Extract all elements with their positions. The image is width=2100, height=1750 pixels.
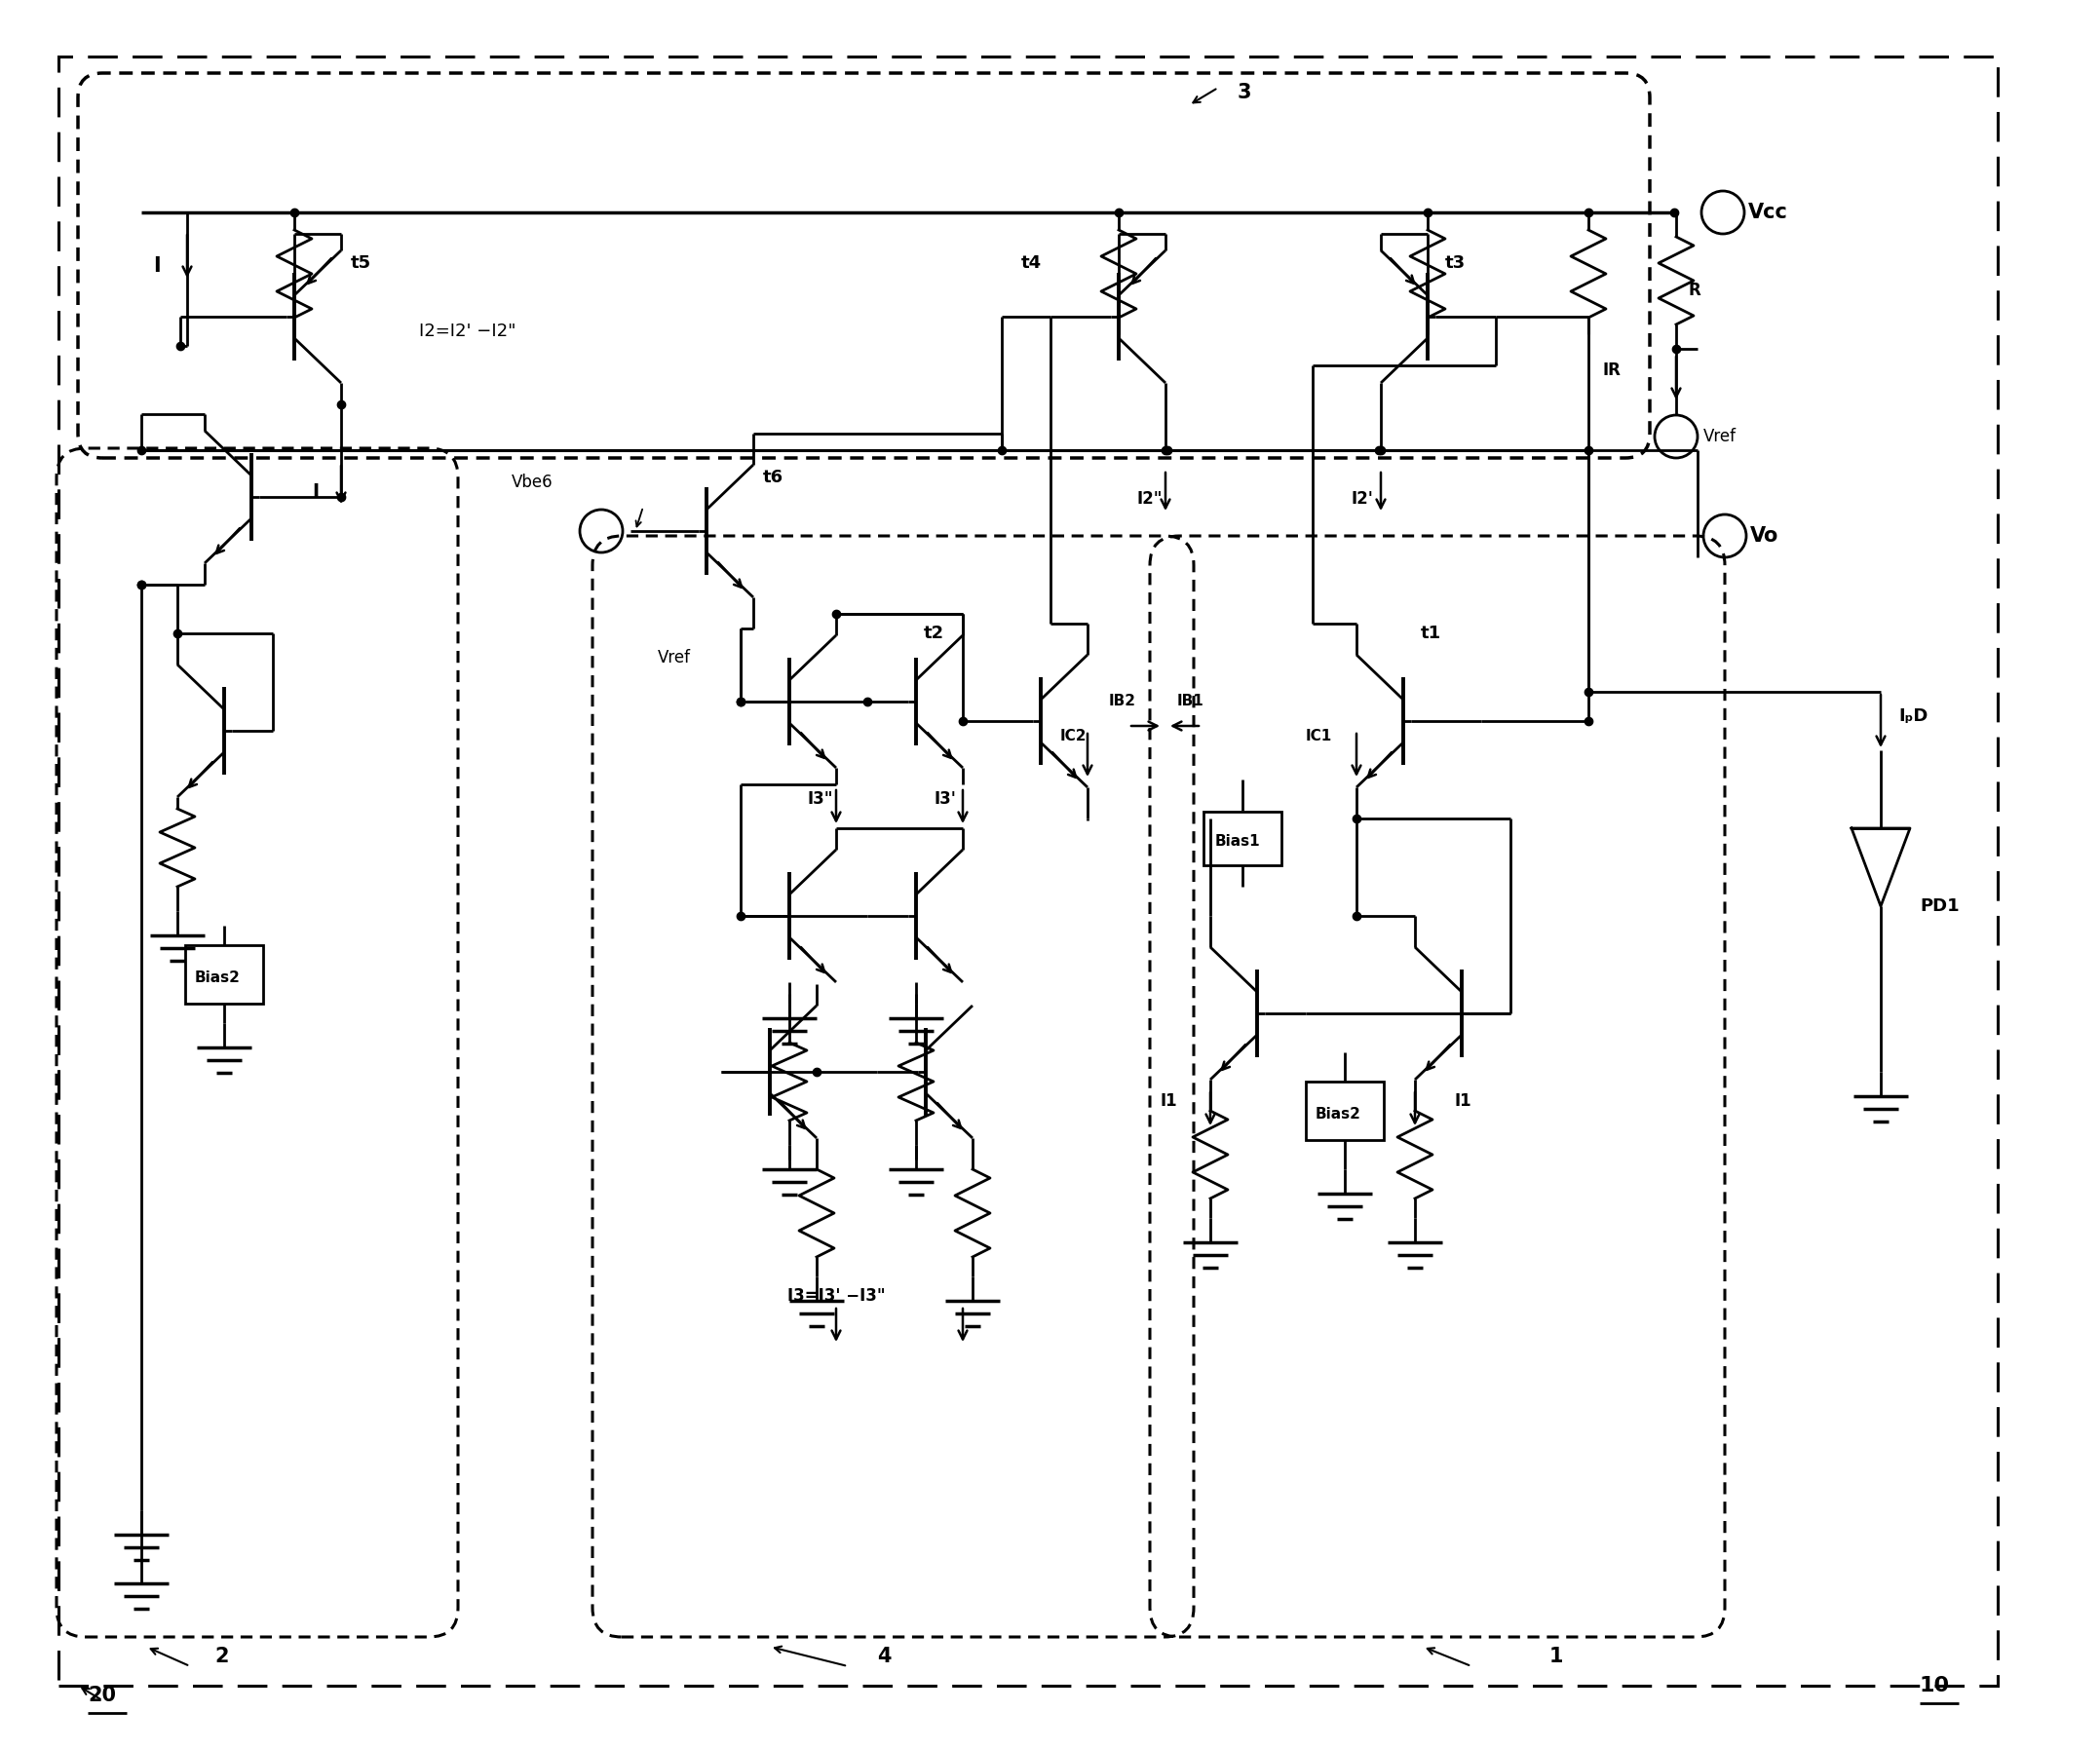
Text: 20: 20 [88, 1685, 116, 1704]
Text: Vbe6: Vbe6 [512, 474, 552, 492]
Text: I2=I2' −I2": I2=I2' −I2" [420, 322, 517, 340]
Text: I3': I3' [934, 791, 956, 809]
Text: IB1: IB1 [1178, 695, 1203, 709]
Bar [1306, 1082, 1384, 1139]
Text: Bias2: Bias2 [195, 970, 242, 985]
Text: 1: 1 [1550, 1647, 1564, 1666]
Text: I: I [311, 483, 319, 500]
Text: I1: I1 [1453, 1092, 1472, 1110]
Text: 2: 2 [214, 1647, 229, 1666]
Bar [185, 945, 262, 1003]
Text: I2": I2" [1136, 490, 1161, 507]
Text: I1: I1 [1159, 1092, 1176, 1110]
Text: t6: t6 [762, 469, 783, 487]
Text: IB2: IB2 [1109, 695, 1136, 709]
Text: IC2: IC2 [1060, 728, 1088, 744]
Text: 10: 10 [1919, 1676, 1951, 1696]
Bar [1203, 812, 1281, 864]
Text: Bias1: Bias1 [1216, 833, 1260, 849]
Text: I3": I3" [806, 791, 834, 809]
Text: t4: t4 [1021, 254, 1042, 271]
Text: IₚD: IₚD [1898, 707, 1928, 724]
Text: IC1: IC1 [1306, 728, 1331, 744]
Text: Bias2: Bias2 [1315, 1106, 1361, 1122]
Text: t5: t5 [351, 254, 372, 271]
Text: I3=I3' −I3": I3=I3' −I3" [788, 1288, 886, 1306]
Text: Vref: Vref [657, 649, 691, 667]
Text: t2: t2 [924, 625, 945, 642]
Text: I: I [153, 256, 160, 277]
Text: Vref: Vref [1703, 427, 1737, 445]
Text: Vcc: Vcc [1747, 203, 1787, 222]
Text: R: R [1688, 282, 1701, 299]
Text: PD1: PD1 [1919, 898, 1959, 915]
Text: 3: 3 [1237, 82, 1252, 102]
Text: t1: t1 [1422, 625, 1441, 642]
Text: t3: t3 [1445, 254, 1466, 271]
Text: 4: 4 [878, 1647, 890, 1666]
Text: Vo: Vo [1749, 527, 1779, 546]
Text: I2': I2' [1352, 490, 1373, 507]
Text: IR: IR [1602, 362, 1621, 380]
